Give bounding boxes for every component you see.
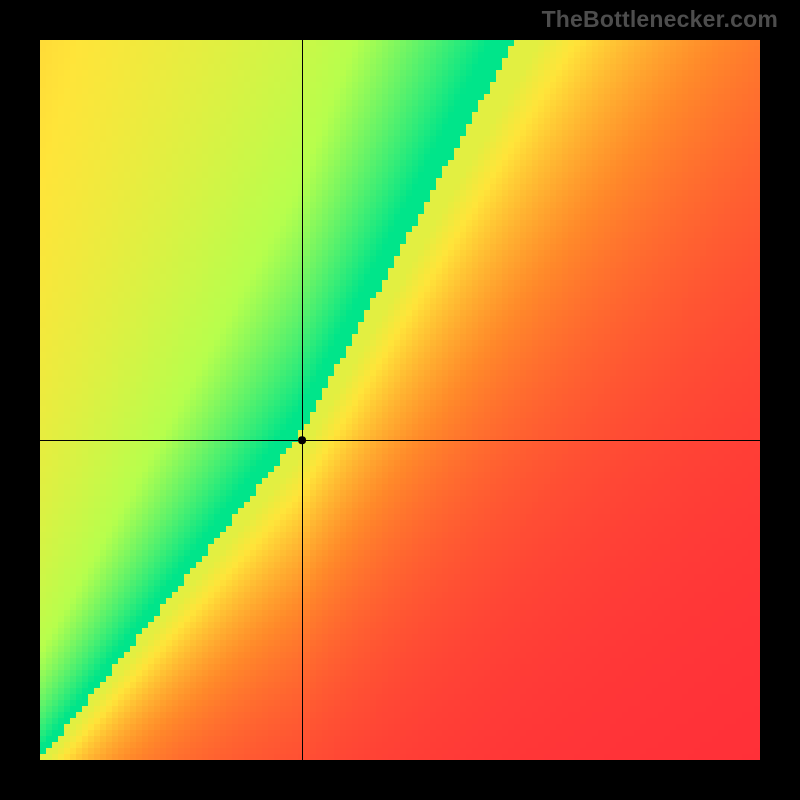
attribution-text: TheBottlenecker.com: [542, 6, 778, 33]
heatmap-canvas: [40, 40, 760, 760]
plot-area: [40, 40, 760, 760]
figure-container: TheBottlenecker.com: [0, 0, 800, 800]
crosshair-vertical: [302, 40, 303, 760]
crosshair-horizontal: [40, 440, 760, 441]
